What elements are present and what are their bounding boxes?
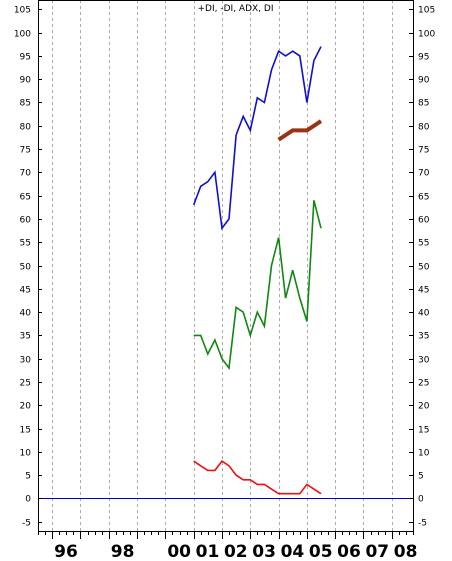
y-tick-label-right: -5 — [418, 519, 427, 529]
x-tick-label: 07 — [365, 542, 389, 561]
vertical-grid — [52, 0, 393, 531]
y-tick-label-right: 90 — [418, 76, 430, 86]
y-tick-label-left: 85 — [20, 99, 31, 109]
series-layer — [192, 46, 323, 495]
y-tick-label-left: 45 — [20, 286, 31, 296]
x-tick-label: 02 — [224, 542, 248, 561]
y-tick-label-left: 15 — [20, 426, 31, 436]
y-tick-label-right: 15 — [418, 426, 429, 436]
x-tick-label: 04 — [281, 542, 305, 561]
y-tick-label-left: 30 — [20, 356, 32, 366]
y-tick-label-right: 105 — [418, 6, 435, 16]
y-tick-label-right: 80 — [418, 123, 430, 133]
y-tick-label-right: 95 — [418, 53, 429, 63]
series-line-2 — [277, 119, 323, 142]
y-tick-label-right: 0 — [418, 495, 424, 505]
x-tick-label: 05 — [309, 542, 333, 561]
series-line-3 — [193, 200, 322, 371]
series-line-1 — [192, 46, 322, 231]
y-tick-label-left: 10 — [20, 449, 32, 459]
x-tick-label: 01 — [196, 542, 220, 561]
y-tick-label-right: 10 — [418, 449, 430, 459]
plot-frame — [38, 0, 414, 532]
y-tick-label-right: 65 — [418, 193, 429, 203]
y-tick-label-left: 50 — [20, 263, 32, 273]
y-tick-label-right: 55 — [418, 239, 429, 249]
y-tick-label-left: 90 — [20, 76, 32, 86]
x-axis: 96 98 00 01 02 03 04 05 06 07 08 — [38, 531, 418, 561]
y-tick-label-right: 40 — [418, 309, 430, 319]
y-tick-label-right: 70 — [418, 169, 430, 179]
x-tick-label: 08 — [394, 542, 418, 561]
y-tick-label-left: 65 — [20, 193, 31, 203]
x-tick-label: 03 — [252, 542, 276, 561]
y-tick-label-right: 45 — [418, 286, 429, 296]
y-axis-right: -5 0 5 10 15 20 25 30 35 40 45 50 55 60 65 70 75 80 85 90 95… — [409, 6, 435, 529]
y-tick-label-right: 75 — [418, 146, 429, 156]
y-tick-label-right: 60 — [418, 216, 430, 226]
y-tick-label-left: 70 — [20, 169, 32, 179]
y-tick-label-right: 50 — [418, 263, 430, 273]
x-tick-label: 96 — [54, 542, 78, 561]
y-tick-label-left: 95 — [20, 53, 31, 63]
x-tick-label: 06 — [337, 542, 361, 561]
y-tick-label-left: 105 — [14, 6, 31, 16]
y-tick-label-left: 80 — [20, 123, 32, 133]
y-tick-label-left: 100 — [14, 30, 31, 40]
y-tick-label-left: 25 — [20, 379, 31, 389]
y-tick-label-left: 40 — [20, 309, 32, 319]
y-axis-left: -5 0 5 10 15 20 25 30 35 40 45 50 55 60 65 70 75 80 85 90 95… — [14, 6, 42, 529]
y-tick-label-right: 35 — [418, 332, 429, 342]
x-tick-label: 00 — [167, 542, 191, 561]
y-tick-label-right: 5 — [418, 472, 424, 482]
y-tick-label-left: 0 — [25, 495, 31, 505]
y-tick-label-right: 100 — [418, 30, 435, 40]
y-tick-label-right: 20 — [418, 402, 430, 412]
y-tick-label-left: 5 — [25, 472, 31, 482]
x-tick-label: 98 — [111, 542, 135, 561]
y-tick-label-right: 85 — [418, 99, 429, 109]
series-line-4 — [193, 460, 322, 495]
y-tick-label-left: -5 — [22, 519, 31, 529]
chart-title: +DI, -DI, ADX, DI — [198, 4, 274, 14]
y-tick-label-left: 55 — [20, 239, 31, 249]
y-tick-label-left: 35 — [20, 332, 31, 342]
y-tick-label-left: 75 — [20, 146, 31, 156]
y-tick-label-left: 60 — [20, 216, 32, 226]
y-tick-label-right: 25 — [418, 379, 429, 389]
y-tick-label-left: 20 — [20, 402, 32, 412]
y-tick-label-right: 30 — [418, 356, 430, 366]
